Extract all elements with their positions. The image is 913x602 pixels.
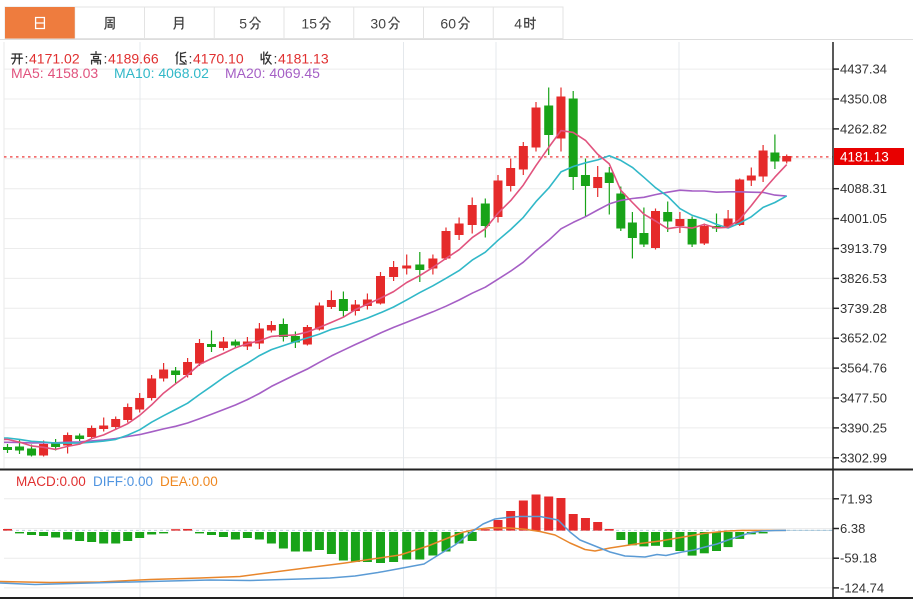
svg-text:3477.50: 3477.50 xyxy=(840,391,887,406)
svg-text:3390.25: 3390.25 xyxy=(840,420,887,435)
svg-text:4262.82: 4262.82 xyxy=(840,121,887,136)
svg-text:-124.74: -124.74 xyxy=(840,580,884,595)
svg-text:15: 15 xyxy=(301,16,317,32)
svg-text:DEA:0.00: DEA:0.00 xyxy=(160,474,218,489)
svg-text:4437.34: 4437.34 xyxy=(840,62,887,77)
svg-text:4350.08: 4350.08 xyxy=(840,92,887,107)
svg-text:3652.02: 3652.02 xyxy=(840,331,887,346)
svg-text:DIFF:0.00: DIFF:0.00 xyxy=(93,474,153,489)
svg-text:3739.28: 3739.28 xyxy=(840,301,887,316)
svg-text:3564.76: 3564.76 xyxy=(840,361,887,376)
svg-text::: : xyxy=(274,51,278,67)
svg-text:4170.10: 4170.10 xyxy=(193,51,244,67)
svg-text:4: 4 xyxy=(514,16,522,32)
svg-text::: : xyxy=(189,51,193,67)
svg-text:MACD:0.00: MACD:0.00 xyxy=(16,474,86,489)
svg-text:4088.31: 4088.31 xyxy=(840,181,887,196)
svg-text:4181.13: 4181.13 xyxy=(278,51,329,67)
svg-text:MA20: 4069.45: MA20: 4069.45 xyxy=(225,65,320,81)
svg-text:6.38: 6.38 xyxy=(840,521,865,536)
svg-text:4181.13: 4181.13 xyxy=(840,150,889,165)
svg-text:3913.79: 3913.79 xyxy=(840,241,887,256)
svg-text:4001.05: 4001.05 xyxy=(840,211,887,226)
svg-text:4189.66: 4189.66 xyxy=(108,51,159,67)
svg-text:MA10: 4068.02: MA10: 4068.02 xyxy=(114,65,209,81)
svg-text:3302.99: 3302.99 xyxy=(840,450,887,465)
svg-text:60: 60 xyxy=(440,16,456,32)
svg-text:71.93: 71.93 xyxy=(840,491,873,506)
svg-text::: : xyxy=(25,51,29,67)
svg-text:MA5: 4158.03: MA5: 4158.03 xyxy=(11,65,98,81)
svg-text:3826.53: 3826.53 xyxy=(840,271,887,286)
svg-text::: : xyxy=(104,51,108,67)
svg-text:-59.18: -59.18 xyxy=(840,551,877,566)
svg-text:4171.02: 4171.02 xyxy=(29,51,80,67)
svg-text:5: 5 xyxy=(239,16,247,32)
svg-text:30: 30 xyxy=(370,16,386,32)
